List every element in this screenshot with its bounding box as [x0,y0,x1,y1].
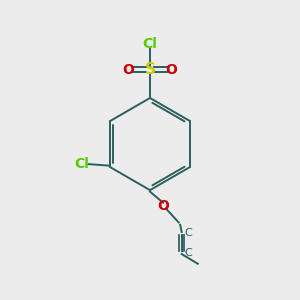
Text: S: S [145,62,155,77]
Text: C: C [184,228,192,239]
Text: C: C [184,248,192,258]
Text: O: O [157,199,169,213]
Text: O: O [166,63,177,77]
Text: Cl: Cl [74,157,89,170]
Text: Cl: Cl [142,37,158,51]
Text: O: O [123,63,134,77]
